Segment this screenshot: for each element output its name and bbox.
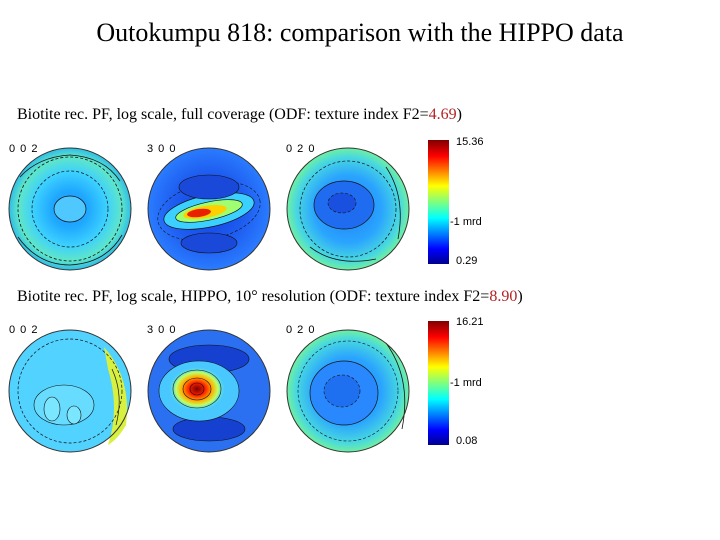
pf-label-020: 0 2 0: [286, 143, 316, 155]
pf-label-300: 3 0 0: [147, 143, 177, 155]
pf-label-002: 0 0 2: [9, 324, 39, 336]
pole-figure-300: [147, 329, 271, 453]
colorbar-1: [428, 140, 449, 264]
colorbar-2: [428, 321, 449, 445]
colorbar-2-min: 0.08: [456, 435, 478, 447]
colorbar-1-min: 0.29: [456, 255, 478, 267]
texture-index-2: 8.90: [489, 288, 518, 305]
colorbar-2-mid: -1 mrd: [450, 377, 482, 389]
pf-label-002: 0 0 2: [9, 143, 39, 155]
pole-figure-020: [286, 329, 410, 453]
pf-label-020: 0 2 0: [286, 324, 316, 336]
colorbar-1-mid: -1 mrd: [450, 216, 482, 228]
pole-figure-300: [147, 147, 271, 271]
panel-2-caption: Biotite rec. PF, log scale, HIPPO, 10° r…: [17, 288, 523, 305]
pf-label-300: 3 0 0: [147, 324, 177, 336]
texture-index-1: 4.69: [428, 106, 457, 123]
colorbar-2-max: 16.21: [456, 316, 484, 328]
colorbar-1-max: 15.36: [456, 136, 484, 148]
slide-title: Outokumpu 818: comparison with the HIPPO…: [96, 18, 624, 47]
pole-figure-020: [286, 147, 410, 271]
pole-figure-002: [8, 329, 132, 453]
pole-figure-002: [8, 147, 132, 271]
panel-1-caption: Biotite rec. PF, log scale, full coverag…: [17, 106, 462, 123]
